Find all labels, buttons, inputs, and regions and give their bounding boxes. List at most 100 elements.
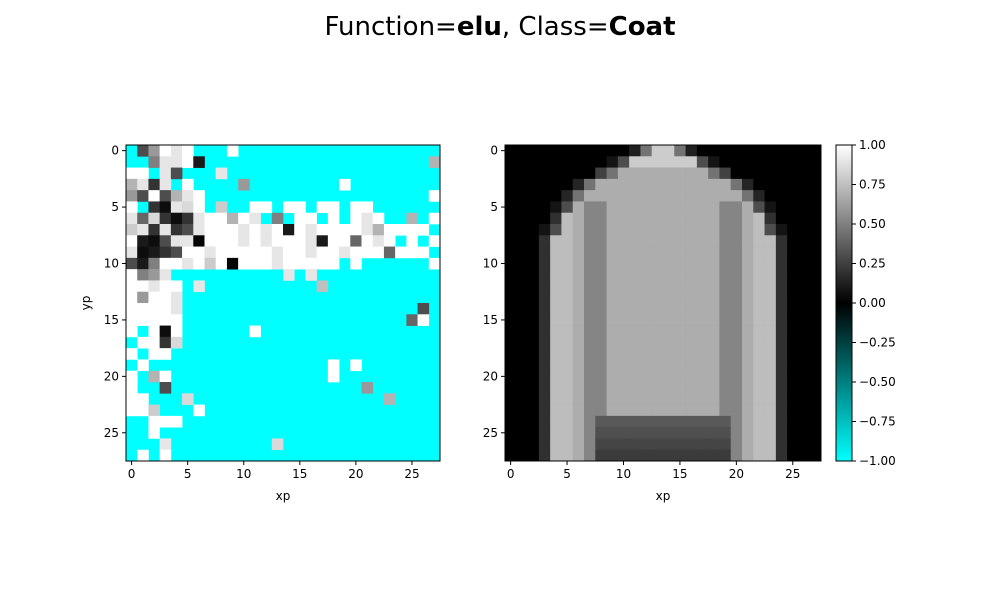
heatmap-cell — [561, 190, 574, 202]
heatmap-cell — [674, 178, 686, 191]
heatmap-cell — [798, 178, 811, 191]
heatmap-cell — [798, 190, 811, 202]
heatmap-cell — [550, 269, 562, 281]
heatmap-cell — [538, 178, 551, 191]
x-tick-label: 20 — [348, 467, 363, 481]
heatmap-cell — [126, 382, 138, 394]
heatmap-cell — [696, 336, 709, 349]
heatmap-cell — [617, 359, 630, 372]
heatmap-cell — [708, 257, 720, 270]
heatmap-cell — [505, 415, 517, 428]
heatmap-cell — [527, 269, 540, 281]
heatmap-cell — [809, 235, 822, 247]
x-tick-label: 25 — [404, 467, 419, 481]
heatmap-cell — [674, 280, 686, 293]
heatmap-cell — [538, 201, 551, 214]
heatmap-cell — [516, 201, 528, 214]
heatmap-cell — [764, 438, 777, 451]
heatmap-cell — [708, 235, 720, 247]
heatmap-cell — [572, 314, 585, 326]
title-class: Coat — [609, 12, 676, 42]
heatmap-cell — [215, 167, 228, 180]
heatmap-cell — [159, 145, 172, 157]
heatmap-cell — [505, 246, 517, 259]
heatmap-cell — [527, 415, 540, 428]
heatmap-cell — [584, 235, 596, 247]
heatmap-cell — [516, 269, 528, 281]
heatmap-cell — [798, 303, 811, 315]
y-tick-label: 10 — [483, 257, 498, 271]
heatmap-cell — [617, 438, 630, 451]
heatmap-cell — [226, 257, 239, 270]
heatmap-cell — [527, 393, 540, 405]
heatmap-cell — [283, 257, 295, 270]
heatmap-cell — [505, 382, 517, 394]
heatmap-cell — [505, 235, 517, 247]
heatmap-cell — [584, 404, 596, 417]
heatmap-cell — [126, 257, 138, 270]
heatmap-cell — [696, 291, 709, 304]
heatmap-cell — [505, 201, 517, 214]
heatmap-cell — [148, 224, 160, 236]
heatmap-cell — [170, 167, 183, 180]
heatmap-cell — [148, 404, 160, 417]
y-tick-label: 0 — [111, 144, 119, 158]
heatmap-cell — [572, 404, 585, 417]
heatmap-cell — [651, 178, 664, 191]
heatmap-cell — [516, 325, 528, 338]
heatmap-cell — [629, 359, 641, 372]
heatmap-cell — [126, 235, 138, 247]
heatmap-cell — [159, 280, 172, 293]
heatmap-cell — [561, 427, 574, 439]
heatmap-cell — [629, 449, 641, 462]
heatmap-cell — [651, 201, 664, 214]
heatmap-cell — [719, 393, 732, 405]
heatmap-cell — [538, 156, 551, 168]
heatmap-cell — [730, 269, 743, 281]
heatmap-cell — [249, 325, 261, 338]
heatmap-cell — [685, 393, 698, 405]
heatmap-cell — [798, 415, 811, 428]
heatmap-cell — [215, 224, 228, 236]
heatmap-cell — [595, 291, 607, 304]
heatmap-cell — [527, 178, 540, 191]
heatmap-cell — [787, 235, 799, 247]
heatmap-cell — [170, 314, 183, 326]
heatmap-cell — [629, 178, 641, 191]
colorbar-tick-label: −0.75 — [859, 415, 896, 429]
heatmap-cell — [798, 325, 811, 338]
y-tick-label: 25 — [483, 426, 498, 440]
heatmap-cell — [538, 325, 551, 338]
heatmap-cell — [798, 393, 811, 405]
heatmap-cell — [742, 212, 754, 225]
heatmap-cell — [294, 212, 306, 225]
heatmap-cell — [674, 404, 686, 417]
heatmap-cell — [696, 438, 709, 451]
heatmap-cell — [550, 336, 562, 349]
heatmap-cell — [561, 370, 574, 383]
heatmap-cell — [538, 427, 551, 439]
heatmap-cell — [606, 235, 619, 247]
heatmap-cell — [685, 212, 698, 225]
heatmap-cell — [809, 212, 822, 225]
title-prefix: Function= — [324, 12, 456, 42]
heatmap-cell — [764, 235, 777, 247]
heatmap-cell — [753, 291, 765, 304]
heatmap-cell — [428, 235, 441, 247]
heatmap-cell — [685, 280, 698, 293]
heatmap-cell — [617, 325, 630, 338]
heatmap-cell — [516, 235, 528, 247]
heatmap-cell — [663, 212, 675, 225]
heatmap-cell — [561, 404, 574, 417]
heatmap-cell — [417, 224, 430, 236]
x-tick-label: 20 — [729, 467, 744, 481]
y-tick-label: 0 — [490, 144, 498, 158]
heatmap-cell — [775, 449, 788, 462]
heatmap-cell — [204, 212, 217, 225]
heatmap-cell — [719, 348, 732, 360]
heatmap-cell — [159, 190, 172, 202]
heatmap-cell — [685, 336, 698, 349]
heatmap-cell — [617, 291, 630, 304]
heatmap-cell — [775, 212, 788, 225]
heatmap-cell — [215, 235, 228, 247]
